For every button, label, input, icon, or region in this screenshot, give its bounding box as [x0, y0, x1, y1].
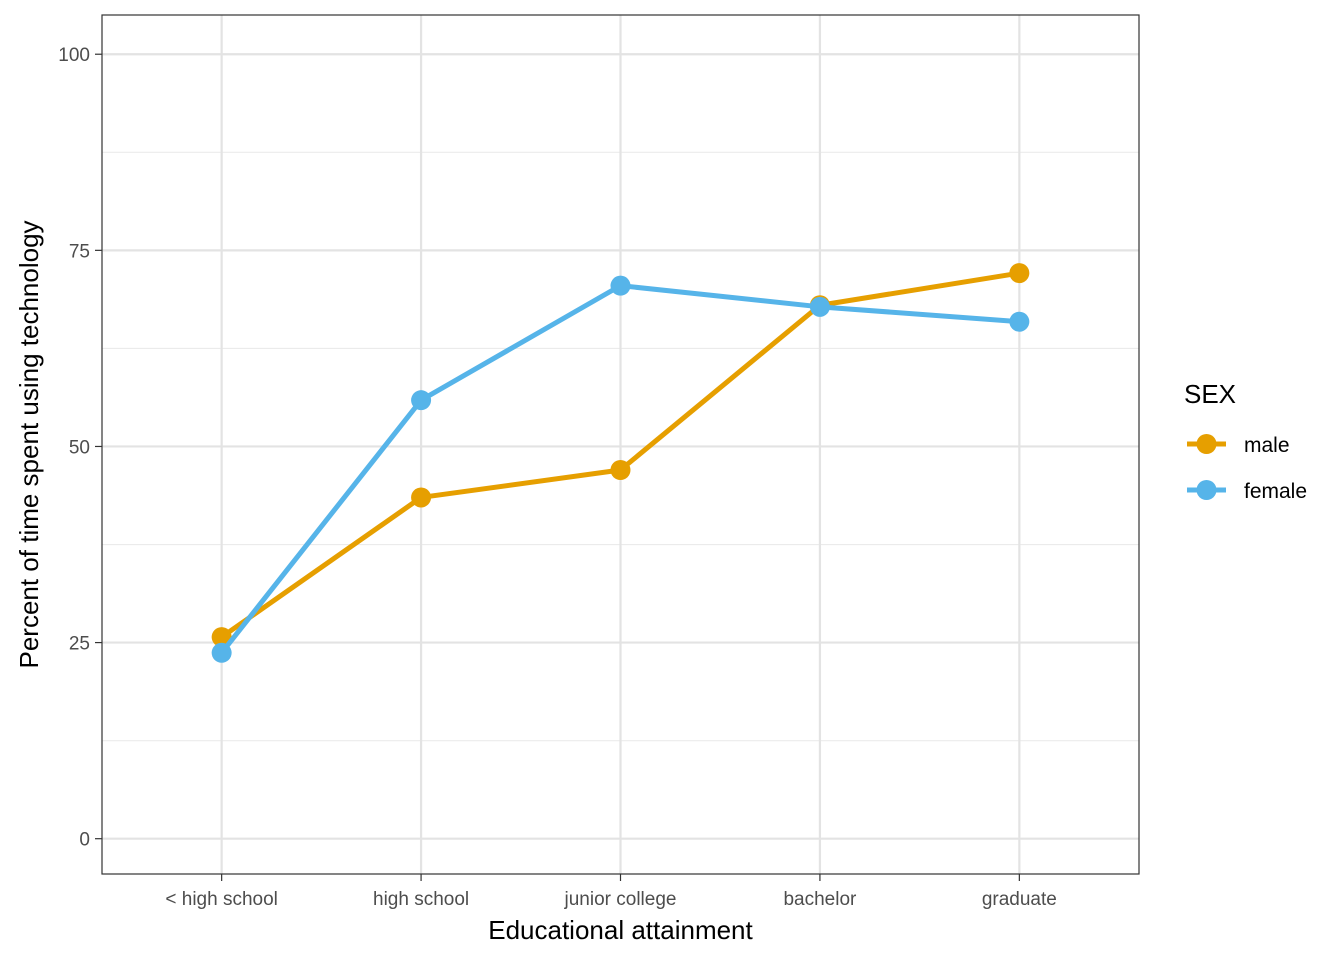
legend-title: SEX	[1184, 379, 1236, 409]
x-tick-label: junior college	[564, 889, 677, 910]
legend-key-point	[1196, 434, 1217, 454]
legend: SEX male female	[1184, 379, 1307, 503]
legend-key-point	[1196, 480, 1217, 500]
data-point-female	[1009, 311, 1030, 332]
series-female	[211, 275, 1030, 663]
legend-label: male	[1244, 434, 1290, 457]
y-axis: 0 25 50 75 100	[58, 45, 102, 851]
major-gridlines	[102, 15, 1139, 874]
y-tick-label: 75	[69, 241, 90, 262]
x-tick-label: high school	[373, 889, 469, 910]
data-point-female	[411, 390, 432, 411]
data-point-male	[411, 487, 432, 508]
y-axis-title: Percent of time spent using technology	[14, 220, 44, 668]
y-tick-label: 0	[79, 830, 90, 851]
legend-item-female: female	[1187, 480, 1307, 503]
x-tick-label: bachelor	[783, 889, 857, 910]
data-point-male	[1009, 263, 1030, 284]
x-tick-label: graduate	[982, 889, 1057, 910]
x-tick-label: < high school	[165, 889, 278, 910]
data-point-female	[610, 275, 631, 296]
data-point-female	[809, 296, 830, 317]
series-layer	[211, 263, 1030, 663]
legend-item-male: male	[1187, 434, 1290, 457]
y-tick-label: 50	[69, 437, 90, 458]
legend-label: female	[1244, 480, 1307, 503]
x-axis: < high school high school junior college ba…	[165, 874, 1057, 910]
data-point-male	[211, 627, 232, 648]
y-tick-label: 25	[69, 634, 90, 655]
y-tick-label: 100	[58, 45, 90, 66]
x-axis-title: Educational attainment	[488, 915, 753, 945]
data-point-male	[610, 459, 631, 480]
data-point-female	[211, 642, 232, 663]
legend-items: male female	[1187, 434, 1307, 503]
